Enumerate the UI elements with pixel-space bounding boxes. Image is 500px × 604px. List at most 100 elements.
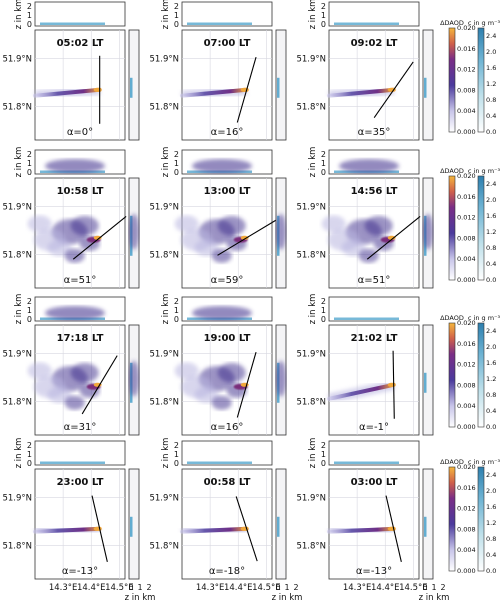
side-tick-label: 2 [293,583,298,592]
map-frame [328,29,420,141]
time-label: 14:56 LT [351,186,398,197]
colorbar-daod-tick: 0.016 [457,484,476,492]
colorbar-daod [448,322,456,428]
x-tick-label: 14.5°E [399,583,428,593]
y-tick-label: 51.9°N [296,203,326,213]
colorbar-daod-tick: 0.012 [457,505,476,513]
map-frame [181,29,273,141]
colorbar-daod-tick: 0.008 [457,234,476,242]
colorbar-concentration-tick: 2.0 [486,48,496,56]
colorbar-concentration-tick: 2.0 [486,196,496,204]
colorbar-concentration-tick: 2.4 [486,32,496,40]
top-tick-label: 2 [27,441,32,450]
top-tick-label: 1 [174,450,179,459]
side-tick-label: 0 [128,583,133,592]
top-tick-label: 2 [321,441,326,450]
y-tick-label: 51.8°N [2,103,32,113]
side-tick-label: 1 [284,583,289,592]
panel-9: z in km 012 51.9°N 51.8°N 21:02 LT α=-1° [296,294,434,436]
time-label: 19:00 LT [204,333,251,344]
top-altitude-panel [328,440,420,466]
side-profile-mark [130,77,133,98]
side-altitude-panel [422,468,434,580]
colorbar-daod-tick: 0.016 [457,45,476,53]
side-profile-mark [130,516,133,537]
y-tick-label: 51.8°N [149,398,179,408]
y-tick-label: 51.9°N [149,350,179,360]
top-profile-cloud [339,159,399,173]
angle-label: α=16° [211,127,244,138]
plume-cloud [70,215,99,236]
top-ylabel: z in km [14,147,24,178]
angle-label: α=-18° [209,566,245,577]
plume-cloud [341,239,366,257]
top-ylabel: z in km [14,438,24,469]
y-tick-label: 51.8°N [149,103,179,113]
colorbar-concentration-tick: 1.2 [486,80,496,88]
top-profile-mark [334,22,399,25]
top-tick-label: 0 [27,20,32,29]
map-frame [328,324,420,436]
top-tick-label: 0 [27,459,32,468]
top-tick-label: 0 [321,20,326,29]
top-tick-label: 0 [27,168,32,177]
plume-cloud [211,395,232,410]
top-ylabel: z in km [161,294,171,325]
angle-label: α=-1° [359,422,389,433]
side-xlabel: z in km [272,593,303,603]
colorbar-daod-tick: 0.012 [457,66,476,74]
top-tick-label: 2 [174,150,179,159]
colorbar-daod-tick: 0.000 [457,128,476,136]
y-tick-label: 51.9°N [2,203,32,213]
y-tick-label: 51.9°N [296,55,326,65]
plume-cloud [174,362,199,380]
time-label: 00:58 LT [204,477,251,488]
plume-cloud [194,239,219,257]
x-tick-label: 14.3°E [343,583,372,593]
y-tick-label: 51.9°N [149,203,179,213]
plume-streak [180,526,249,534]
time-label: 23:00 LT [57,477,104,488]
top-ylabel: z in km [161,0,171,29]
side-profile-mark [424,372,427,393]
colorbar-concentration [477,175,485,281]
top-profile-mark [40,461,105,464]
top-tick-label: 1 [27,159,32,168]
colorbar-daod-tick: 0.020 [457,24,476,32]
panel-3: z in km 012 51.9°N 51.8°N 09:02 LT α=35° [296,0,434,141]
plume-cloud [64,248,85,263]
panel-5: z in km 012 51.9°N 51.8°N 13:00 LT α=59° [149,147,287,289]
colorbar-daod-tick: 0.016 [457,193,476,201]
top-tick-label: 0 [174,315,179,324]
side-tick-label: 0 [422,583,427,592]
x-tick-label: 14.5°E [105,583,134,593]
colorbar-concentration-tick: 1.6 [486,212,496,220]
panel-4: z in km 012 51.9°N 51.8°N 10:58 LT α=51° [2,147,140,289]
colorbar-daod-tick: 0.020 [457,463,476,471]
colorbar-daod-tick: 0.020 [457,172,476,180]
colorbar-concentration [477,27,485,133]
map-frame [34,29,126,141]
colorbar-daod-tick: 0.004 [457,546,476,554]
y-tick-label: 51.8°N [296,398,326,408]
plume-cloud [64,395,85,410]
plume-cloud [174,215,199,233]
top-altitude-panel [328,1,420,27]
panel-1: z in km 012 51.9°N 51.8°N 05:02 LT α=0° [2,0,140,141]
colorbar-daod-tick: 0.000 [457,276,476,284]
angle-label: α=-13° [62,566,98,577]
colorbar-concentration-tick: 1.2 [486,375,496,383]
side-altitude-panel [422,29,434,141]
plume-cloud [358,248,379,263]
top-tick-label: 2 [321,150,326,159]
map-frame [328,468,420,580]
top-tick-label: 1 [27,11,32,20]
colorbar-concentration-tick: 0.8 [486,535,496,543]
top-profile-mark [187,22,252,25]
top-tick-label: 0 [321,168,326,177]
top-tick-label: 1 [321,450,326,459]
top-profile-cloud [192,306,252,320]
colorbar-daod-title: ΔDAOD [440,167,464,175]
panel-8: z in km 012 51.9°N 51.8°N 19:00 LT α=16° [149,294,287,436]
